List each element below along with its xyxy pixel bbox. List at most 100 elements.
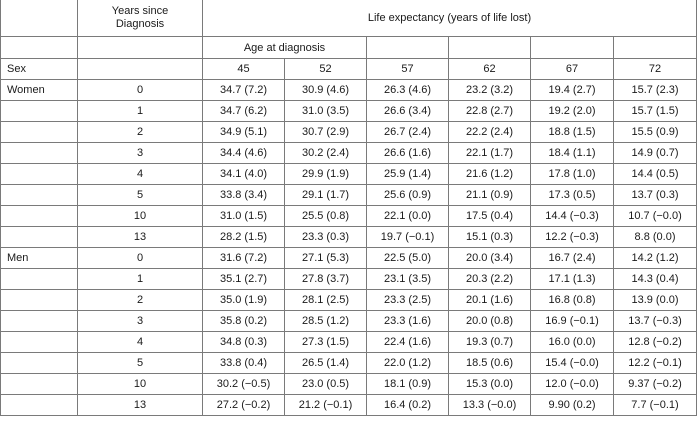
years-since-diagnosis-cell: 1 bbox=[77, 100, 203, 122]
table-row: 4 34.1 (4.0) 29.9 (1.9) 25.9 (1.4) 21.6 (1.2… bbox=[0, 163, 697, 185]
life-expectancy-cell: 16.4 (0.2) bbox=[366, 394, 449, 416]
empty-cell bbox=[0, 289, 78, 311]
empty-cell bbox=[0, 163, 78, 185]
life-expectancy-cell: 15.5 (0.9) bbox=[613, 121, 697, 143]
life-expectancy-cell: 20.0 (3.4) bbox=[448, 247, 531, 269]
years-since-diagnosis-cell: 3 bbox=[77, 310, 203, 332]
life-expectancy-cell: 23.3 (0.3) bbox=[284, 226, 367, 248]
life-expectancy-cell: 20.0 (0.8) bbox=[448, 310, 531, 332]
table-row: 13 27.2 (−0.2) 21.2 (−0.1) 16.4 (0.2) 13.3 (… bbox=[0, 394, 697, 416]
years-since-diagnosis-cell: 2 bbox=[77, 121, 203, 143]
years-since-diagnosis-cell: 10 bbox=[77, 373, 203, 395]
life-expectancy-cell: 34.7 (6.2) bbox=[202, 100, 285, 122]
life-expectancy-cell: 26.5 (1.4) bbox=[284, 352, 367, 374]
years-since-diagnosis-cell: 1 bbox=[77, 268, 203, 290]
years-since-diagnosis-cell: 4 bbox=[77, 163, 203, 185]
life-expectancy-cell: 18.4 (1.1) bbox=[530, 142, 614, 164]
empty-cell bbox=[77, 58, 203, 80]
life-expectancy-cell: 10.7 (−0.0) bbox=[613, 205, 697, 227]
life-expectancy-cell: 30.2 (−0.5) bbox=[202, 373, 285, 395]
years-since-diagnosis-line2: Diagnosis bbox=[115, 18, 165, 30]
empty-cell bbox=[77, 36, 203, 59]
corner-cell bbox=[0, 0, 78, 37]
years-since-diagnosis-cell: 13 bbox=[77, 226, 203, 248]
age-at-diagnosis-header: Age at diagnosis bbox=[202, 36, 367, 59]
life-expectancy-cell: 12.0 (−0.0) bbox=[530, 373, 614, 395]
life-expectancy-cell: 31.0 (1.5) bbox=[202, 205, 285, 227]
life-expectancy-cell: 27.8 (3.7) bbox=[284, 268, 367, 290]
life-expectancy-cell: 30.9 (4.6) bbox=[284, 79, 367, 101]
life-expectancy-cell: 13.3 (−0.0) bbox=[448, 394, 531, 416]
life-expectancy-cell: 23.3 (1.6) bbox=[366, 310, 449, 332]
life-expectancy-cell: 16.7 (2.4) bbox=[530, 247, 614, 269]
life-expectancy-cell: 35.8 (0.2) bbox=[202, 310, 285, 332]
life-expectancy-cell: 27.3 (1.5) bbox=[284, 331, 367, 353]
life-expectancy-cell: 22.4 (1.6) bbox=[366, 331, 449, 353]
life-expectancy-cell: 27.2 (−0.2) bbox=[202, 394, 285, 416]
life-expectancy-cell: 31.0 (3.5) bbox=[284, 100, 367, 122]
life-expectancy-cell: 19.2 (2.0) bbox=[530, 100, 614, 122]
life-expectancy-cell: 9.90 (0.2) bbox=[530, 394, 614, 416]
life-expectancy-cell: 25.6 (0.9) bbox=[366, 184, 449, 206]
life-expectancy-cell: 33.8 (0.4) bbox=[202, 352, 285, 374]
life-expectancy-cell: 19.4 (2.7) bbox=[530, 79, 614, 101]
empty-cell bbox=[0, 184, 78, 206]
life-expectancy-cell: 15.7 (2.3) bbox=[613, 79, 697, 101]
table-row: 1 35.1 (2.7) 27.8 (3.7) 23.1 (3.5) 20.3 (2.2… bbox=[0, 268, 697, 290]
life-expectancy-cell: 18.8 (1.5) bbox=[530, 121, 614, 143]
life-expectancy-cell: 9.37 (−0.2) bbox=[613, 373, 697, 395]
table-row: 3 34.4 (4.6) 30.2 (2.4) 26.6 (1.6) 22.1 (1.7… bbox=[0, 142, 697, 164]
life-expectancy-cell: 15.7 (1.5) bbox=[613, 100, 697, 122]
table-row: 2 34.9 (5.1) 30.7 (2.9) 26.7 (2.4) 22.2 (2.4… bbox=[0, 121, 697, 143]
years-since-diagnosis-cell: 3 bbox=[77, 142, 203, 164]
years-since-diagnosis-cell: 5 bbox=[77, 184, 203, 206]
years-since-diagnosis-cell: 0 bbox=[77, 247, 203, 269]
life-expectancy-cell: 22.2 (2.4) bbox=[448, 121, 531, 143]
years-since-diagnosis-cell: 2 bbox=[77, 289, 203, 311]
life-expectancy-cell: 19.3 (0.7) bbox=[448, 331, 531, 353]
years-since-diagnosis-cell: 13 bbox=[77, 394, 203, 416]
years-since-diagnosis-line1: Years since bbox=[111, 5, 169, 17]
life-expectancy-cell: 17.3 (0.5) bbox=[530, 184, 614, 206]
life-expectancy-cell: 34.4 (4.6) bbox=[202, 142, 285, 164]
life-expectancy-cell: 12.2 (−0.3) bbox=[530, 226, 614, 248]
empty-cell bbox=[0, 352, 78, 374]
empty-cell bbox=[0, 205, 78, 227]
age-header-45: 45 bbox=[202, 58, 285, 80]
life-expectancy-cell: 22.1 (0.0) bbox=[366, 205, 449, 227]
years-since-diagnosis-cell: 10 bbox=[77, 205, 203, 227]
life-expectancy-header: Life expectancy (years of life lost) bbox=[202, 0, 697, 37]
empty-cell bbox=[366, 36, 449, 59]
table-row: 3 35.8 (0.2) 28.5 (1.2) 23.3 (1.6) 20.0 (0.8… bbox=[0, 310, 697, 332]
life-expectancy-cell: 23.2 (3.2) bbox=[448, 79, 531, 101]
header-row-2: Age at diagnosis bbox=[0, 36, 697, 59]
life-expectancy-cell: 30.7 (2.9) bbox=[284, 121, 367, 143]
empty-cell bbox=[448, 36, 531, 59]
years-since-diagnosis-header: Years since Diagnosis bbox=[77, 0, 203, 37]
age-header-72: 72 bbox=[613, 58, 697, 80]
life-expectancy-cell: 21.2 (−0.1) bbox=[284, 394, 367, 416]
table-row: 13 28.2 (1.5) 23.3 (0.3) 19.7 (−0.1) 15.1 (0… bbox=[0, 226, 697, 248]
header-row-ages: Sex 45 52 57 62 67 72 bbox=[0, 58, 697, 80]
life-expectancy-cell: 28.1 (2.5) bbox=[284, 289, 367, 311]
life-expectancy-cell: 17.5 (0.4) bbox=[448, 205, 531, 227]
life-expectancy-cell: 34.8 (0.3) bbox=[202, 331, 285, 353]
life-expectancy-cell: 26.7 (2.4) bbox=[366, 121, 449, 143]
life-expectancy-cell: 28.2 (1.5) bbox=[202, 226, 285, 248]
life-expectancy-cell: 14.9 (0.7) bbox=[613, 142, 697, 164]
life-expectancy-cell: 14.2 (1.2) bbox=[613, 247, 697, 269]
table-row: 2 35.0 (1.9) 28.1 (2.5) 23.3 (2.5) 20.1 (1.6… bbox=[0, 289, 697, 311]
header-row-1: Years since Diagnosis Life expectancy (ye… bbox=[0, 0, 697, 37]
sex-header: Sex bbox=[0, 58, 78, 80]
empty-cell bbox=[530, 36, 614, 59]
life-expectancy-cell: 22.1 (1.7) bbox=[448, 142, 531, 164]
empty-cell bbox=[0, 268, 78, 290]
life-expectancy-cell: 29.1 (1.7) bbox=[284, 184, 367, 206]
life-expectancy-cell: 12.2 (−0.1) bbox=[613, 352, 697, 374]
life-expectancy-cell: 20.1 (1.6) bbox=[448, 289, 531, 311]
empty-cell bbox=[0, 331, 78, 353]
life-expectancy-cell: 17.1 (1.3) bbox=[530, 268, 614, 290]
life-expectancy-cell: 33.8 (3.4) bbox=[202, 184, 285, 206]
life-expectancy-cell: 7.7 (−0.1) bbox=[613, 394, 697, 416]
